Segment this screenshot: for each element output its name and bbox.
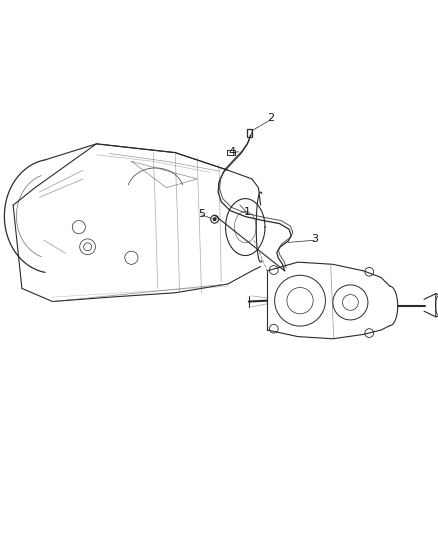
Bar [247, 130, 252, 138]
Text: 2: 2 [267, 114, 274, 124]
Text: 3: 3 [311, 235, 318, 244]
Text: 5: 5 [198, 209, 205, 219]
Text: 4: 4 [229, 147, 236, 157]
Text: 1: 1 [244, 207, 251, 217]
Circle shape [213, 218, 216, 221]
Bar [227, 150, 235, 155]
